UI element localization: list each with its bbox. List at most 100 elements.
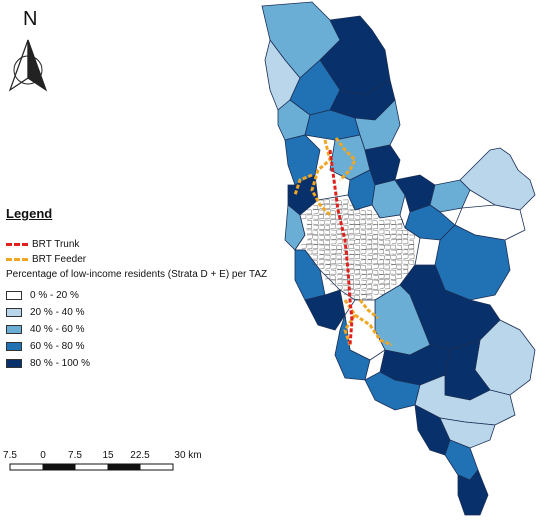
grid-cell xyxy=(324,259,331,265)
scale-label: 7.5 xyxy=(68,450,82,461)
scale-label: 15 xyxy=(102,450,114,461)
grid-cell xyxy=(390,244,397,250)
grid-cell xyxy=(312,219,319,226)
grid-cell xyxy=(348,204,356,211)
grid-cell xyxy=(324,264,331,270)
taz-regions xyxy=(261,1,536,516)
grid-cell xyxy=(408,254,415,260)
grid-cell xyxy=(360,239,367,245)
grid-cell xyxy=(330,239,337,245)
grid-cell xyxy=(360,219,367,225)
grid-cell xyxy=(318,219,326,225)
grid-cell xyxy=(378,273,385,280)
grid-cell xyxy=(312,234,319,240)
grid-cell xyxy=(360,259,367,265)
grid-cell xyxy=(408,239,415,245)
region-east-2 xyxy=(429,179,471,213)
grid-cell xyxy=(354,239,361,245)
grid-cell xyxy=(336,284,343,290)
grid-cell xyxy=(384,239,391,245)
grid-cell xyxy=(378,224,385,230)
grid-cell xyxy=(318,259,325,265)
grid-cell xyxy=(336,239,343,245)
grid-cell xyxy=(336,199,343,205)
grid-cell xyxy=(360,209,367,216)
grid-cell xyxy=(354,229,361,235)
grid-cell xyxy=(372,274,379,280)
grid-cell xyxy=(329,274,337,281)
grid-cell xyxy=(390,229,397,235)
legend-item-label: BRT Feeder xyxy=(32,253,87,265)
grid-cell xyxy=(354,209,361,215)
grid-cell xyxy=(390,269,397,275)
grid-cell xyxy=(330,279,337,285)
scale-label: 22.5 xyxy=(130,450,150,461)
grid-cell xyxy=(354,284,361,290)
class-label: 20 % - 40 % xyxy=(30,307,85,318)
grid-cell xyxy=(306,244,313,250)
grid-cell xyxy=(360,264,367,270)
legend-caption: Percentage of low-income residents (Stra… xyxy=(6,269,268,280)
grid-cell xyxy=(311,229,319,235)
grid-cell xyxy=(366,219,373,225)
grid-cell xyxy=(300,214,307,220)
grid-cell xyxy=(336,268,343,275)
grid-cell xyxy=(402,259,410,265)
grid-cell xyxy=(378,234,385,241)
grid-cell xyxy=(354,294,361,300)
grid-cell xyxy=(396,269,403,275)
grid-cell xyxy=(324,224,331,230)
grid-cell xyxy=(390,219,397,225)
grid-cell xyxy=(330,214,337,220)
grid-cell xyxy=(312,204,319,210)
class-label: 0 % - 20 % xyxy=(30,290,79,301)
grid-cell xyxy=(396,254,403,260)
grid-cell xyxy=(335,254,343,260)
grid-cell xyxy=(300,243,307,250)
grid-cell xyxy=(366,244,373,250)
grid-cell xyxy=(372,238,379,245)
grid-cell xyxy=(372,253,379,260)
grid-cell xyxy=(395,273,403,280)
grid-cell xyxy=(366,234,374,240)
grid-cell xyxy=(378,278,385,285)
grid-cell xyxy=(372,234,379,240)
grid-cell xyxy=(354,259,361,266)
grid-cell xyxy=(336,279,343,285)
grid-cell xyxy=(324,204,331,210)
grid-cell xyxy=(384,249,391,256)
grid-cell xyxy=(324,254,331,260)
grid-cell xyxy=(384,219,391,225)
grid-cell xyxy=(366,239,373,245)
grid-cell xyxy=(396,239,403,245)
grid-cell xyxy=(360,214,367,220)
grid-cell xyxy=(318,239,325,245)
grid-cell xyxy=(318,264,325,270)
grid-cell xyxy=(390,238,398,245)
grid-cell xyxy=(318,214,325,220)
grid-cell xyxy=(306,239,313,245)
grid-cell xyxy=(312,254,319,260)
grid-cell xyxy=(408,244,415,250)
grid-cell xyxy=(306,234,314,240)
grid-cell xyxy=(348,269,356,275)
grid-cell xyxy=(330,253,337,260)
grid-cell xyxy=(384,229,391,236)
class-label: 40 % - 60 % xyxy=(30,324,85,335)
grid-cell xyxy=(372,289,379,295)
grid-cell xyxy=(360,229,367,235)
grid-cell xyxy=(366,229,373,235)
grid-cell xyxy=(324,199,331,205)
grid-cell xyxy=(378,219,385,225)
grid-cell xyxy=(324,274,331,280)
grid-cell xyxy=(384,223,391,230)
grid-cell xyxy=(402,253,409,260)
grid-cell xyxy=(348,264,355,270)
grid-cell xyxy=(342,264,349,270)
grid-cell xyxy=(306,214,313,220)
grid-cell xyxy=(366,264,373,270)
grid-cell xyxy=(390,274,397,281)
grid-cell xyxy=(366,214,373,220)
grid-cell xyxy=(318,224,325,230)
